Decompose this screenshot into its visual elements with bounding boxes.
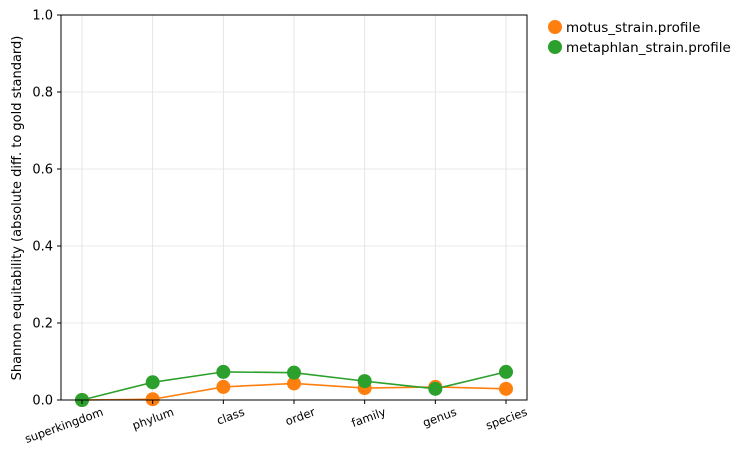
data-point — [499, 364, 513, 379]
legend: motus_strain.profile metaphlan_strain.pro… — [548, 20, 731, 56]
data-point — [287, 376, 301, 391]
x-tick-label: genus — [421, 405, 459, 430]
data-point — [287, 365, 301, 380]
data-point — [145, 375, 160, 390]
data-point — [216, 379, 231, 394]
data-point — [357, 374, 372, 389]
y-tick-label: 1.0 — [32, 9, 53, 24]
data-point — [145, 392, 160, 407]
x-tick-label: class — [215, 405, 247, 428]
x-tick-label: order — [283, 405, 317, 429]
x-tick-label: phylum — [130, 405, 175, 433]
x-tick-label: superkingdom — [23, 405, 105, 446]
data-point — [216, 364, 231, 379]
tick-layer: 0.0 0.2 0.4 0.6 0.8 1.0 superkingdom phylum clas… — [23, 9, 529, 446]
data-point — [499, 381, 513, 396]
y-axis-label: Shannon equitability (absolute diff. to … — [10, 36, 25, 381]
y-tick-label: 0.8 — [32, 86, 53, 101]
y-tick-label: 0.6 — [32, 163, 53, 178]
y-tick-label: 0.0 — [32, 394, 53, 409]
series-layer — [75, 364, 513, 407]
legend-marker — [548, 40, 562, 54]
legend-marker — [548, 20, 562, 34]
legend-label: motus_strain.profile — [566, 20, 700, 36]
x-tick-label: family — [350, 405, 388, 430]
x-tick-label: species — [484, 405, 529, 433]
data-point — [428, 381, 443, 396]
grid-lines — [61, 14, 527, 401]
y-tick-label: 0.4 — [32, 240, 53, 255]
legend-label: metaphlan_strain.profile — [566, 40, 731, 56]
y-tick-label: 0.2 — [32, 317, 53, 332]
